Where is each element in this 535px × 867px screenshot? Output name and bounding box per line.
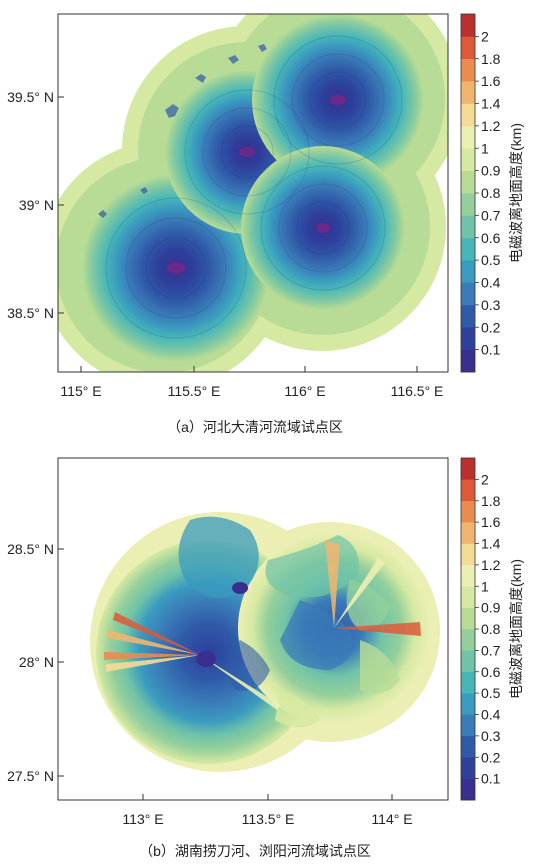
colorbar-tick-label: 1.2 xyxy=(481,557,501,573)
panel-b-x-tick-label: 113.5° E xyxy=(242,811,295,827)
panel-a-x-tick-label: 116° E xyxy=(284,383,325,399)
colorbar-swatch xyxy=(461,543,475,566)
panel-b-x-tick-label: 114° E xyxy=(371,811,412,827)
panel-b-y-ticks xyxy=(58,548,64,777)
colorbar-swatch xyxy=(461,260,475,283)
panel-a-y-ticks xyxy=(58,96,64,314)
colorbar-swatch xyxy=(461,237,475,261)
colorbar-swatch xyxy=(461,349,475,373)
panel-b-radar-centres xyxy=(196,582,248,667)
colorbar-swatch xyxy=(461,522,475,544)
panel-a-contours xyxy=(105,35,403,339)
colorbar-swatch xyxy=(461,757,475,779)
colorbar-swatch xyxy=(461,148,475,171)
colorbar-tick-label: 0.2 xyxy=(481,319,501,335)
panel-a-y-tick-label: 38.5° N xyxy=(7,305,54,321)
colorbar-tick-label: 0.2 xyxy=(481,749,501,765)
colorbar-swatch xyxy=(461,125,475,149)
colorbar-tick-label: 0.8 xyxy=(481,621,501,637)
colorbar-title: 电磁波离地面高度(km) xyxy=(508,559,524,699)
panel-a-frame xyxy=(57,13,449,373)
panel-a-caption: （a）河北大清河流域试点区 xyxy=(167,419,343,435)
colorbar-a: 0.1 0.2 0.3 0.4 0.5 0.6 0.7 0.8 0.9 1 1.2 1.4 1.6 1.8… xyxy=(460,13,524,373)
colorbar-swatch xyxy=(461,58,475,82)
colorbar-tick-label: 2 xyxy=(481,28,489,44)
panel-b-y-tick-label: 28° N xyxy=(19,654,54,670)
colorbar-swatch xyxy=(461,36,475,60)
colorbar-tick-label: 0.4 xyxy=(481,707,501,723)
colorbar-tick-label: 0.7 xyxy=(481,207,501,223)
panel-b-x-ticks xyxy=(142,794,393,800)
colorbar-swatch xyxy=(461,193,475,216)
colorbar-tick-label: 0.8 xyxy=(481,185,501,201)
colorbar-swatch xyxy=(461,671,475,694)
panel-a-x-tick-label: 115° E xyxy=(60,383,101,399)
colorbar-swatch xyxy=(461,778,475,801)
colorbar-swatch xyxy=(461,650,475,673)
colorbar-tick-label: 0.7 xyxy=(481,642,501,658)
panel-a: 115° E 115.5° E 116° E 116.5° E 39.5° N … xyxy=(7,13,449,435)
colorbar-swatch xyxy=(461,693,475,715)
colorbar-tick-label: 0.6 xyxy=(481,230,501,246)
colorbar-tick-label: 1.6 xyxy=(481,514,501,530)
panel-b-beam-sectors xyxy=(104,540,421,710)
panel-a-radar-centres xyxy=(167,95,346,274)
colorbar-swatch xyxy=(461,282,475,306)
colorbar-tick-label: 0.5 xyxy=(481,685,501,701)
colorbar-tick-label: 0.5 xyxy=(481,252,501,268)
panel-a-y-tick-label: 39.5° N xyxy=(7,89,54,105)
colorbar-tick-label: 2 xyxy=(481,471,489,487)
colorbar-tick-label: 1.8 xyxy=(481,493,501,509)
panel-a-terrain xyxy=(98,44,267,218)
panel-a-x-ticks xyxy=(80,366,418,372)
colorbar-tick-label: 0.3 xyxy=(481,297,501,313)
colorbar-swatch xyxy=(461,564,475,587)
panel-a-x-tick-label: 115.5° E xyxy=(168,383,221,399)
colorbar-swatch xyxy=(461,304,475,328)
colorbar-swatch xyxy=(461,103,475,127)
panel-b-frame xyxy=(57,457,449,801)
panel-b-caption: （b）湖南捞刀河、浏阳河流域试点区 xyxy=(139,843,371,859)
colorbar-tick-label: 0.4 xyxy=(481,275,501,291)
colorbar-swatch xyxy=(461,714,475,737)
colorbar-swatch xyxy=(461,170,475,194)
panel-b-y-tick-label: 28.5° N xyxy=(7,541,54,557)
panel-a-x-tick-label: 116.5° E xyxy=(391,383,444,399)
colorbar-swatch xyxy=(461,81,475,104)
panel-b-y-tick-label: 27.5° N xyxy=(7,768,54,784)
colorbar-tick-label: 1.4 xyxy=(481,96,501,112)
colorbar-tick-label: 1 xyxy=(481,140,489,156)
colorbar-swatch xyxy=(461,479,475,502)
panel-b: 113° E 113.5° E 114° E 28.5° N 28° N 27.… xyxy=(7,457,449,859)
colorbar-b: 0.1 0.2 0.3 0.4 0.5 0.6 0.7 0.8 0.9 1 1.2 1.4 1.6 1.8… xyxy=(460,457,524,801)
colorbar-tick-label: 0.9 xyxy=(481,163,501,179)
panel-a-map xyxy=(58,14,448,372)
colorbar-tick-label: 0.9 xyxy=(481,600,501,616)
colorbar-swatch xyxy=(461,607,475,630)
colorbar-tick-label: 1.4 xyxy=(481,536,501,552)
colorbar-swatch xyxy=(461,327,475,350)
colorbar-swatch xyxy=(461,14,475,37)
panel-a-y-tick-label: 39° N xyxy=(19,197,54,213)
colorbar-swatch xyxy=(461,500,475,523)
colorbar-swatch xyxy=(461,458,475,480)
colorbar-tick-label: 0.6 xyxy=(481,664,501,680)
colorbar-tick-label: 1 xyxy=(481,578,489,594)
colorbar-swatch xyxy=(461,629,475,651)
colorbar-swatch xyxy=(461,735,475,758)
colorbar-title: 电磁波离地面高度(km) xyxy=(508,123,524,263)
colorbar-tick-label: 1.6 xyxy=(481,73,501,89)
colorbar-tick-label: 0.1 xyxy=(481,771,501,787)
panel-b-map xyxy=(90,512,440,772)
colorbar-tick-label: 1.8 xyxy=(481,51,501,67)
panel-b-x-tick-label: 113° E xyxy=(122,811,163,827)
colorbar-tick-label: 1.2 xyxy=(481,118,501,134)
colorbar-swatch xyxy=(461,586,475,608)
colorbar-tick-label: 0.3 xyxy=(481,728,501,744)
colorbar-swatch xyxy=(461,215,475,239)
colorbar-tick-label: 0.1 xyxy=(481,342,501,358)
